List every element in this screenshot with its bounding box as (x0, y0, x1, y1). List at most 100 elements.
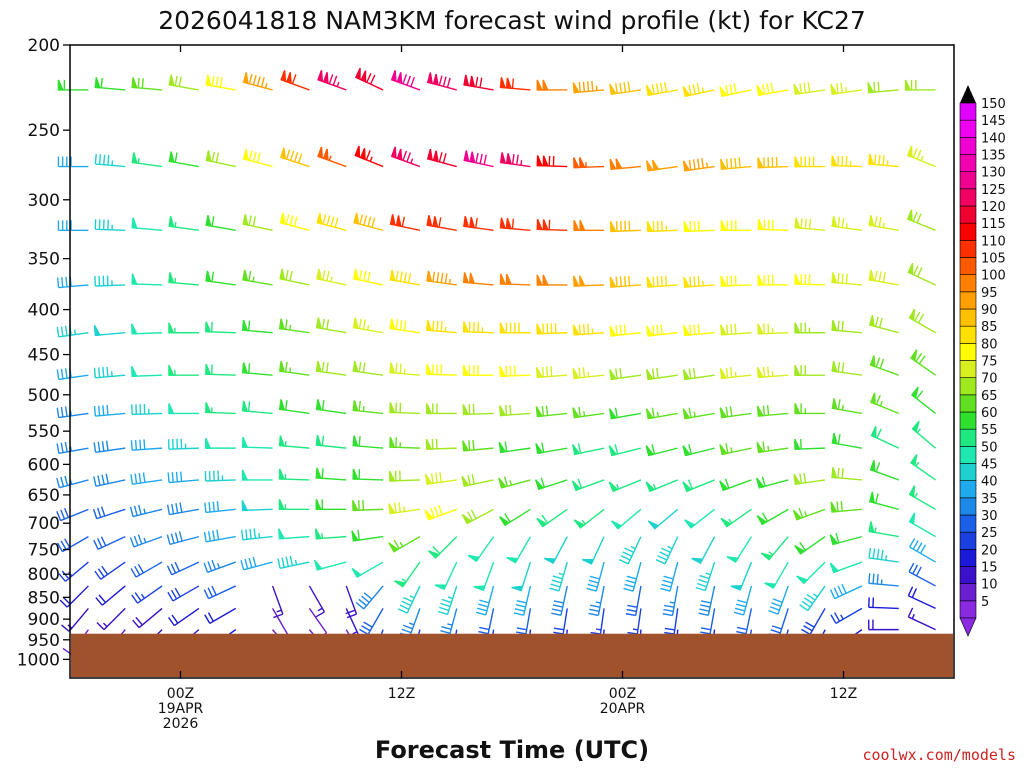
wind-barb (869, 355, 899, 376)
wind-barb (271, 585, 284, 619)
colorbar-label: 120 (981, 200, 1006, 215)
wind-barb (513, 585, 532, 616)
colorbar-segment (959, 446, 977, 464)
wind-barb (646, 324, 678, 337)
wind-barb (425, 438, 457, 450)
wind-barb (315, 360, 347, 376)
wind-barb (93, 473, 126, 487)
wind-barb (93, 535, 126, 550)
y-tick-label: 300 (28, 191, 60, 211)
wind-barb (910, 386, 937, 414)
wind-barb (426, 148, 457, 168)
wind-barb (910, 454, 936, 481)
wind-barb (608, 444, 642, 457)
wind-barb (499, 322, 531, 334)
wind-barb (831, 272, 862, 286)
y-tick-label: 200 (28, 36, 60, 56)
wind-barb (316, 212, 347, 232)
wind-barb (437, 585, 458, 616)
y-tick-label: 250 (28, 121, 60, 141)
wind-barb (720, 323, 752, 336)
wind-barb (589, 608, 605, 639)
wind-barb (359, 608, 384, 635)
wind-barb (205, 321, 236, 334)
wind-barb (388, 536, 421, 553)
wind-barb (756, 476, 789, 489)
wind-barb (352, 360, 384, 376)
wind-barb (168, 272, 199, 286)
wind-barb (424, 505, 457, 521)
wind-barb (168, 364, 199, 376)
wind-barb (536, 79, 568, 91)
wind-barb (390, 70, 421, 91)
colorbar-segment (959, 549, 977, 567)
wind-barb (829, 583, 863, 600)
wind-barb (390, 146, 421, 168)
colorbar-label: 60 (981, 406, 998, 421)
wind-barb (831, 398, 863, 415)
wind-barb (94, 561, 126, 580)
wind-barb (426, 72, 457, 91)
y-tick-label: 850 (28, 588, 60, 608)
wind-barb (757, 274, 789, 286)
colorbar-segment (959, 257, 977, 275)
wind-barb (573, 275, 605, 287)
colorbar-segment (959, 360, 977, 378)
y-tick-label: 550 (28, 422, 60, 442)
wind-barb (167, 438, 199, 450)
colorbar-segment (959, 308, 977, 327)
wind-barb (908, 538, 936, 563)
wind-barb (698, 585, 716, 616)
wind-barb (205, 270, 236, 286)
colorbar-segment (959, 274, 977, 293)
wind-barb (57, 156, 89, 168)
wind-barb (573, 220, 605, 232)
wind-barb (168, 322, 199, 334)
wind-barb (389, 269, 421, 286)
wind-barb (388, 470, 420, 482)
wind-barb (794, 273, 826, 286)
wind-barb (131, 365, 163, 377)
ground-terrain (71, 633, 953, 677)
wind-barb (56, 367, 89, 381)
wind-barb (129, 534, 163, 548)
y-tick-label: 1000 (17, 650, 60, 670)
wind-barb (56, 325, 89, 338)
wind-barb (682, 444, 715, 457)
wind-barb (610, 508, 642, 530)
wind-barb (426, 363, 457, 376)
wind-barb (131, 77, 163, 91)
wind-barb (58, 561, 89, 582)
colorbar-segment (959, 377, 977, 396)
wind-barb (719, 157, 752, 170)
wind-barb (131, 152, 163, 168)
wind-barb (56, 536, 89, 553)
wind-barb (757, 323, 789, 335)
wind-barb (572, 406, 605, 419)
wind-barb (242, 269, 273, 286)
colorbar-label: 150 (981, 97, 1006, 112)
colorbar-segment (959, 188, 977, 207)
wind-barb (663, 608, 679, 639)
chart-title: 2026041818 NAM3KM forecast wind profile … (158, 6, 866, 35)
wind-barb (203, 559, 236, 573)
wind-barb (794, 403, 826, 415)
colorbar-label: 110 (981, 234, 1006, 249)
wind-barb (609, 220, 641, 233)
wind-barb (572, 367, 605, 380)
wind-barb (768, 585, 789, 615)
wind-barb (315, 317, 347, 334)
wind-barb (462, 364, 494, 376)
wind-barb (498, 441, 531, 454)
colorbar-bottom-arrow (959, 617, 977, 637)
colorbar-segment (959, 205, 977, 224)
wind-barb (462, 439, 494, 452)
colorbar-label: 145 (981, 114, 1006, 129)
colorbar-label: 30 (981, 509, 998, 524)
wind-barb (869, 460, 899, 481)
wind-barb (571, 478, 605, 492)
wind-barb (870, 426, 900, 449)
wind-barb (279, 212, 310, 232)
wind-barb (93, 325, 126, 337)
